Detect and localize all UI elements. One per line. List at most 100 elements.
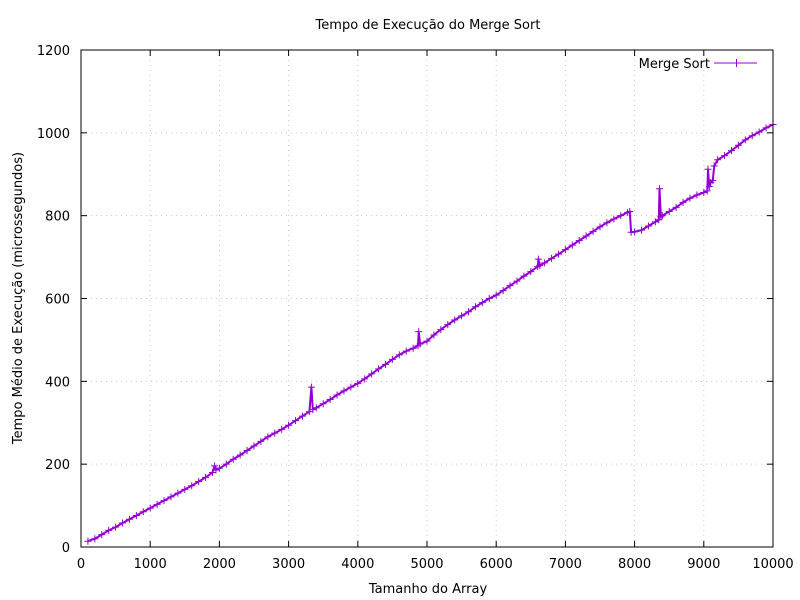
data-point <box>264 433 272 441</box>
series-layer <box>84 121 777 545</box>
data-point <box>665 208 673 216</box>
y-tick-label: 1200 <box>37 44 70 59</box>
data-point <box>333 391 341 399</box>
x-tick-label: 10000 <box>752 557 793 572</box>
data-point <box>160 497 168 505</box>
data-point <box>527 268 535 276</box>
data-point <box>492 291 500 299</box>
data-point <box>340 387 348 395</box>
axis-ticks: 0 1000 2000 3000 4000 5000 6000 7000 8000 9000 100… <box>37 44 794 572</box>
data-point <box>395 351 403 359</box>
data-point <box>416 340 424 348</box>
data-point <box>541 259 549 267</box>
x-tick-label: 8000 <box>618 557 651 572</box>
y-tick-label: 1000 <box>37 127 70 142</box>
y-tick-label: 200 <box>45 458 70 473</box>
x-tick-label: 6000 <box>480 557 513 572</box>
data-point <box>361 375 369 383</box>
y-tick-label: 800 <box>45 210 70 225</box>
data-point <box>257 437 265 445</box>
data-point <box>437 326 445 334</box>
data-point <box>444 321 452 329</box>
data-point <box>700 188 708 196</box>
data-point <box>98 531 106 539</box>
data-point <box>415 328 423 336</box>
data-point <box>402 347 410 355</box>
data-point <box>657 213 665 221</box>
data-point <box>409 344 417 352</box>
data-point <box>679 198 687 206</box>
data-point <box>215 464 223 472</box>
data-point <box>596 223 604 231</box>
data-point <box>105 526 113 534</box>
data-point <box>153 500 161 508</box>
data-point <box>617 212 625 220</box>
data-point <box>309 405 317 413</box>
legend: Merge Sort <box>639 57 757 72</box>
x-tick-label: 4000 <box>341 557 374 572</box>
data-point <box>626 208 634 216</box>
data-point <box>375 365 383 373</box>
data-point <box>312 404 320 412</box>
data-point <box>202 473 210 481</box>
data-point <box>292 417 300 425</box>
data-point <box>84 537 92 545</box>
data-point <box>727 147 735 155</box>
y-tick-label: 400 <box>45 375 70 390</box>
data-point <box>181 485 189 493</box>
x-tick-label: 0 <box>77 557 85 572</box>
data-point <box>610 215 618 223</box>
data-point <box>513 277 521 285</box>
legend-marker-merge-sort <box>732 59 741 67</box>
x-tick-label: 5000 <box>410 557 443 572</box>
data-point <box>582 232 590 240</box>
data-point <box>534 255 542 263</box>
y-axis-label: Tempo Médio de Execução (microssegundos) <box>11 152 26 445</box>
data-point <box>710 162 718 170</box>
data-point <box>222 460 230 468</box>
data-point <box>430 331 438 339</box>
data-point <box>326 396 334 404</box>
data-point <box>709 176 717 184</box>
data-point <box>561 246 569 254</box>
data-point <box>236 451 244 459</box>
data-point <box>423 337 431 345</box>
data-point <box>631 228 639 236</box>
data-point <box>520 272 528 280</box>
data-point <box>575 237 583 245</box>
data-point <box>167 493 175 501</box>
data-point <box>672 203 680 211</box>
data-point <box>465 308 473 316</box>
x-tick-label: 7000 <box>549 557 582 572</box>
data-point <box>603 219 611 227</box>
data-point <box>704 165 712 173</box>
data-point <box>638 226 646 234</box>
data-point <box>554 250 562 258</box>
data-point <box>644 222 652 230</box>
data-point <box>656 185 664 193</box>
data-point <box>748 132 756 140</box>
data-point <box>686 194 694 202</box>
data-point <box>721 152 729 160</box>
data-point <box>703 187 711 195</box>
data-point <box>693 191 701 199</box>
data-point <box>132 512 140 520</box>
data-point <box>381 360 389 368</box>
grid <box>81 50 773 547</box>
data-point <box>568 241 576 249</box>
data-point <box>188 482 196 490</box>
data-point <box>174 489 182 497</box>
data-point <box>714 156 722 164</box>
data-point <box>354 379 362 387</box>
data-point <box>212 466 220 474</box>
data-point <box>278 425 286 433</box>
chart-title: Tempo de Execução do Merge Sort <box>315 18 541 33</box>
series-line-merge-sort <box>87 123 774 543</box>
data-point <box>368 370 376 378</box>
data-point <box>271 429 279 437</box>
data-point <box>458 312 466 320</box>
data-point <box>734 141 742 149</box>
data-point <box>125 515 133 523</box>
data-point <box>478 299 486 307</box>
